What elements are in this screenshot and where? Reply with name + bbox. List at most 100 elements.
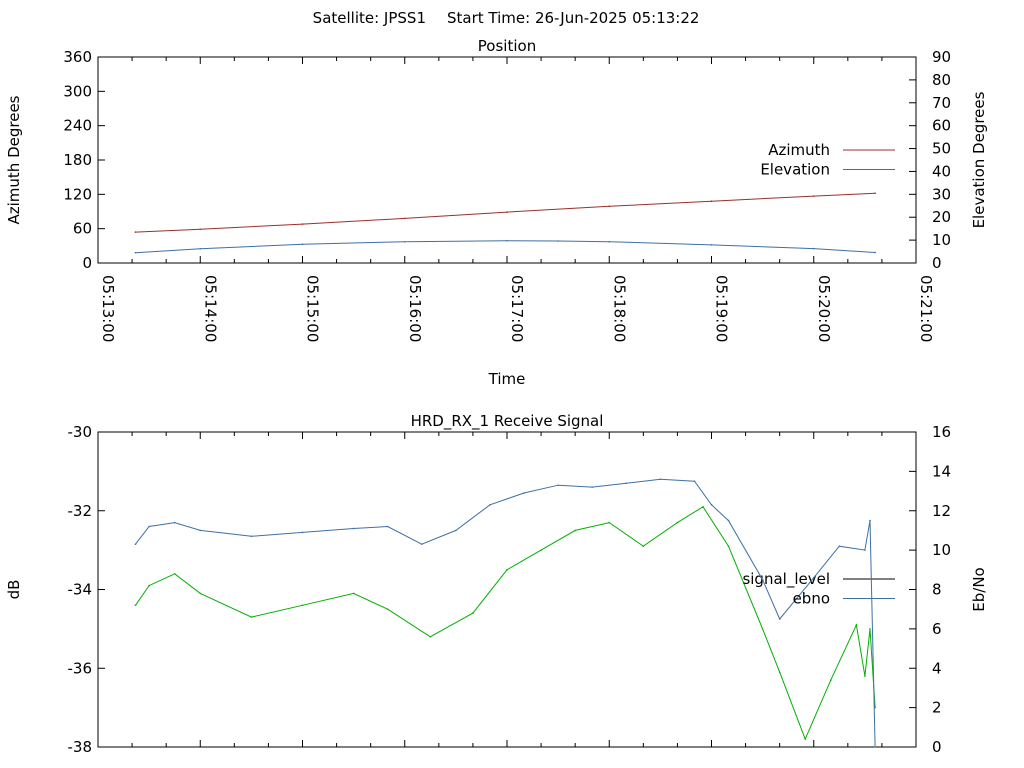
data-point-Azimuth	[301, 223, 304, 225]
data-point-Azimuth	[710, 200, 713, 202]
data-point-signal_level	[829, 679, 832, 681]
y-left-tick-label: -30	[68, 423, 93, 441]
y-right-tick-label: 50	[932, 140, 951, 158]
y-right-tick-label: 70	[932, 94, 951, 112]
data-point-signal_level	[301, 604, 304, 607]
x-tick-label: 05:17:00	[508, 275, 526, 342]
y-right-tick-label: 0	[932, 738, 942, 756]
data-point-ebno	[173, 521, 176, 524]
data-point-ebno	[659, 478, 662, 481]
data-point-signal_level	[173, 572, 176, 575]
data-point-signal_level	[250, 616, 253, 618]
x-axis-label: Time	[488, 370, 526, 388]
data-point-Azimuth	[134, 231, 137, 233]
legend-label-Azimuth: Azimuth	[768, 141, 830, 159]
y-right-tick-label: 2	[932, 699, 942, 717]
series-line-ebno	[135, 478, 876, 748]
y-right-axis-label: Eb/No	[970, 567, 988, 611]
y-left-tick-label: 120	[63, 185, 92, 203]
data-point-Elevation	[557, 240, 559, 242]
y-left-axis-label: Azimuth Degrees	[5, 95, 23, 224]
legend-label-ebno: ebno	[793, 590, 830, 608]
data-point-signal_level	[642, 545, 645, 547]
y-right-tick-label: 90	[932, 48, 951, 66]
data-point-ebno	[386, 525, 389, 528]
y-right-tick-label: 8	[932, 581, 942, 599]
data-point-signal_level	[472, 612, 474, 614]
plot-title: HRD_RX_1 Receive Signal	[411, 412, 604, 431]
x-tick-label: 05:16:00	[406, 275, 424, 342]
data-point-Azimuth	[608, 205, 611, 208]
data-point-signal_level	[199, 592, 202, 595]
data-point-ebno	[778, 618, 781, 620]
y-right-tick-label: 30	[932, 185, 951, 203]
header-satellite: Satellite: JPSS1	[313, 9, 426, 27]
data-point-Azimuth	[812, 195, 815, 197]
plot-title: Position	[478, 37, 536, 55]
y-left-tick-label: 360	[63, 48, 92, 66]
data-point-ebno	[591, 486, 594, 488]
data-point-ebno	[761, 578, 764, 581]
data-point-ebno	[420, 543, 423, 546]
header-start-time: Start Time: 26-Jun-2025 05:13:22	[447, 9, 699, 27]
data-point-signal_level	[608, 521, 611, 524]
data-point-ebno	[727, 519, 730, 522]
y-left-tick-label: -34	[68, 581, 93, 599]
y-left-tick-label: -32	[68, 502, 93, 520]
y-right-axis-label: Elevation Degrees	[970, 91, 988, 228]
receive-signal-plot: HRD_RX_1 Receive Signal -38 -36 -34 -32 -30 0 2…	[5, 412, 988, 756]
data-point-Elevation	[403, 240, 406, 243]
data-point-Elevation	[301, 243, 304, 246]
data-point-ebno	[693, 480, 696, 483]
y-left-tick-label: 60	[73, 220, 92, 238]
data-point-ebno	[838, 545, 841, 547]
data-point-signal_level	[352, 592, 355, 595]
data-point-ebno	[134, 543, 137, 546]
y-left-tick-label: -38	[68, 738, 93, 756]
y-left-tick-label: 300	[63, 82, 92, 100]
y-right-tick-label: 10	[932, 231, 951, 249]
data-point-Elevation	[506, 239, 508, 242]
data-point-signal_level	[148, 584, 150, 587]
data-point-signal_level	[540, 549, 542, 551]
data-point-signal_level	[429, 635, 432, 638]
series-line-signal_level	[135, 506, 876, 741]
position-plot: Position 0 60 120 180 240 300 360 0 10 20 30 40 50 60 7…	[5, 37, 988, 388]
x-tick-label: 05:19:00	[713, 275, 731, 342]
y-right-tick-label: 20	[932, 208, 951, 226]
legend-label-signal_level: signal_level	[742, 570, 830, 589]
y-right-tick-label: 14	[932, 462, 951, 480]
data-point-signal_level	[134, 604, 137, 607]
data-point-Elevation	[134, 251, 137, 254]
data-point-ebno	[625, 482, 628, 484]
data-point-Elevation	[812, 247, 815, 250]
data-point-Elevation	[710, 244, 713, 246]
data-point-ebno	[199, 529, 202, 532]
x-tick-label: 05:14:00	[201, 275, 219, 342]
data-point-signal_level	[676, 521, 679, 524]
data-point-ebno	[489, 504, 491, 506]
y-left-tick-label: 180	[63, 151, 92, 169]
y-right-tick-label: 60	[932, 117, 951, 135]
data-point-signal_level	[506, 569, 508, 571]
data-point-signal_level	[574, 529, 576, 532]
data-point-ebno	[557, 484, 559, 486]
series-line-Elevation	[135, 240, 876, 254]
y-left-axis-label: dB	[5, 580, 23, 600]
y-right-tick-label: 10	[932, 541, 951, 559]
x-tick-label: 05:21:00	[917, 275, 935, 342]
data-point-signal_level	[864, 675, 866, 677]
data-point-signal_level	[855, 624, 858, 626]
data-point-ebno	[148, 525, 150, 528]
series-line-Azimuth	[135, 192, 876, 233]
data-point-ebno	[874, 746, 876, 748]
data-point-ebno	[864, 549, 866, 551]
data-point-Elevation	[874, 251, 876, 254]
x-tick-label: 05:20:00	[815, 275, 833, 342]
data-point-signal_level	[869, 628, 871, 630]
data-point-ebno	[523, 492, 525, 494]
x-tick-label: 05:18:00	[610, 275, 628, 342]
y-right-tick-label: 4	[932, 659, 942, 677]
data-point-ebno	[812, 576, 815, 579]
data-point-signal_level	[804, 738, 807, 740]
